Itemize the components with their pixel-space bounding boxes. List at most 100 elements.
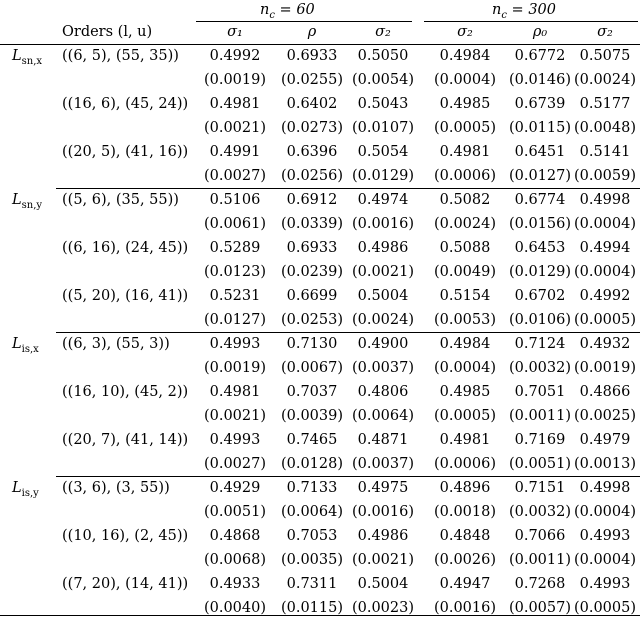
table-row-se: (0.0040) (0.0115) (0.0023) (0.0016) (0.0057)… — [0, 596, 640, 620]
order-cell: ((7, 20), (14, 41)) — [62, 576, 189, 592]
value-cell: 0.5231 — [209, 288, 261, 304]
se-cell: (0.0106) — [508, 312, 572, 328]
order-cell: ((5, 20), (16, 41)) — [62, 288, 189, 304]
order-cell: ((16, 10), (45, 2)) — [62, 384, 189, 400]
column-header: σ₁ — [227, 24, 243, 40]
se-cell: (0.0018) — [433, 504, 497, 520]
se-cell: (0.0006) — [433, 168, 497, 184]
value-cell: 0.4947 — [439, 576, 491, 592]
se-cell: (0.0035) — [280, 552, 344, 568]
se-cell: (0.0256) — [280, 168, 344, 184]
header-columns-row: Orders (l, u) σ₁ ρ σ₂ σ₂ ρ₀ σ₂ — [0, 20, 640, 44]
block-rule — [56, 332, 640, 333]
value-cell: 0.5088 — [439, 240, 491, 256]
se-cell: (0.0005) — [573, 600, 637, 616]
se-cell: (0.0068) — [203, 552, 267, 568]
se-cell: (0.0129) — [508, 264, 572, 280]
se-cell: (0.0025) — [573, 408, 637, 424]
loss-label-main: L — [12, 336, 22, 352]
se-cell: (0.0127) — [508, 168, 572, 184]
group-title-nc60: nc = 60 — [260, 2, 315, 21]
se-cell: (0.0048) — [573, 120, 637, 136]
value-cell: 0.7051 — [514, 384, 566, 400]
value-cell: 0.4975 — [357, 480, 409, 496]
table-row-se: (0.0061) (0.0339) (0.0016) (0.0024) (0.0156)… — [0, 212, 640, 236]
value-cell: 0.7053 — [286, 528, 338, 544]
value-cell: 0.4981 — [439, 144, 491, 160]
se-cell: (0.0339) — [280, 216, 344, 232]
order-cell: ((6, 5), (55, 35)) — [62, 48, 179, 64]
value-cell: 0.4993 — [209, 336, 261, 352]
se-cell: (0.0128) — [280, 456, 344, 472]
order-cell: ((16, 6), (45, 24)) — [62, 96, 189, 112]
table-rule-bottom — [0, 615, 640, 616]
se-cell: (0.0019) — [573, 360, 637, 376]
se-cell: (0.0059) — [573, 168, 637, 184]
value-cell: 0.5106 — [209, 192, 261, 208]
value-cell: 0.5043 — [357, 96, 409, 112]
se-cell: (0.0039) — [280, 408, 344, 424]
se-cell: (0.0115) — [508, 120, 572, 136]
loss-label-main: L — [12, 48, 22, 64]
se-cell: (0.0107) — [351, 120, 415, 136]
table-row: ((20, 7), (41, 14)) 0.4993 0.7465 0.4871 0.4… — [0, 428, 640, 452]
table-row: Lis,y ((3, 6), (3, 55)) 0.4929 0.7133 0.4975… — [0, 476, 640, 500]
value-cell: 0.4985 — [439, 384, 491, 400]
table-row: Lsn,x ((6, 5), (55, 35)) 0.4992 0.6933 0.505… — [0, 44, 640, 68]
loss-label: Lis,y — [12, 476, 39, 506]
block-rule — [56, 476, 640, 477]
value-cell: 0.4866 — [579, 384, 631, 400]
se-cell: (0.0024) — [351, 312, 415, 328]
value-cell: 0.4992 — [579, 288, 631, 304]
value-cell: 0.6739 — [514, 96, 566, 112]
loss-label: Lsn,x — [12, 44, 42, 74]
se-cell: (0.0032) — [508, 504, 572, 520]
se-cell: (0.0156) — [508, 216, 572, 232]
value-cell: 0.4993 — [579, 576, 631, 592]
value-cell: 0.7311 — [286, 576, 338, 592]
table-row: ((5, 20), (16, 41)) 0.5231 0.6699 0.5004 0.5… — [0, 284, 640, 308]
se-cell: (0.0064) — [351, 408, 415, 424]
header-group-row: nc = 60 nc = 300 — [0, 0, 640, 22]
se-cell: (0.0026) — [433, 552, 497, 568]
se-cell: (0.0027) — [203, 456, 267, 472]
value-cell: 0.6772 — [514, 48, 566, 64]
se-cell: (0.0021) — [351, 552, 415, 568]
value-cell: 0.4992 — [209, 48, 261, 64]
value-cell: 0.4806 — [357, 384, 409, 400]
loss-label-sub: is,y — [21, 487, 39, 499]
se-cell: (0.0024) — [573, 72, 637, 88]
se-cell: (0.0129) — [351, 168, 415, 184]
table-row-se: (0.0123) (0.0239) (0.0021) (0.0049) (0.0129)… — [0, 260, 640, 284]
se-cell: (0.0004) — [433, 360, 497, 376]
loss-label-main: L — [12, 480, 22, 496]
se-cell: (0.0005) — [573, 312, 637, 328]
se-cell: (0.0004) — [433, 72, 497, 88]
value-cell: 0.7037 — [286, 384, 338, 400]
table-row: ((6, 16), (24, 45)) 0.5289 0.6933 0.4986 0.5… — [0, 236, 640, 260]
se-cell: (0.0019) — [203, 360, 267, 376]
se-cell: (0.0067) — [280, 360, 344, 376]
loss-label-sub: sn,y — [21, 199, 43, 211]
column-header: σ₂ — [597, 24, 613, 40]
se-cell: (0.0037) — [351, 456, 415, 472]
se-cell: (0.0004) — [573, 552, 637, 568]
se-cell: (0.0024) — [433, 216, 497, 232]
se-cell: (0.0021) — [203, 120, 267, 136]
value-cell: 0.4993 — [579, 528, 631, 544]
value-cell: 0.7124 — [514, 336, 566, 352]
block-rule-top — [0, 44, 640, 45]
table-row: ((16, 6), (45, 24)) 0.4981 0.6402 0.5043 0.4… — [0, 92, 640, 116]
value-cell: 0.4896 — [439, 480, 491, 496]
value-cell: 0.7133 — [286, 480, 338, 496]
table-row: ((7, 20), (14, 41)) 0.4933 0.7311 0.5004 0.4… — [0, 572, 640, 596]
se-cell: (0.0032) — [508, 360, 572, 376]
se-cell: (0.0051) — [508, 456, 572, 472]
value-cell: 0.5141 — [579, 144, 631, 160]
column-header: ρ₀ — [532, 24, 548, 40]
group-title-nc300: nc = 300 — [492, 2, 556, 21]
value-cell: 0.4984 — [439, 48, 491, 64]
se-cell: (0.0016) — [351, 216, 415, 232]
se-cell: (0.0064) — [280, 504, 344, 520]
value-cell: 0.5289 — [209, 240, 261, 256]
